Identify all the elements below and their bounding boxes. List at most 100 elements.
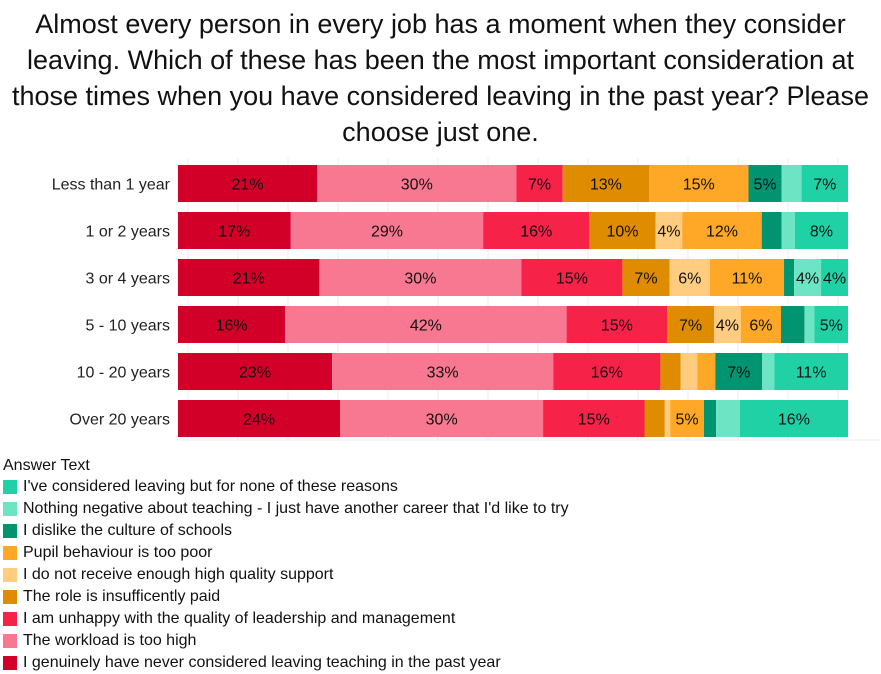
data-label: 24% [243, 412, 275, 429]
legend-swatch [3, 590, 17, 604]
category-label: 3 or 4 years [86, 271, 170, 288]
data-label: 11% [796, 365, 827, 382]
bar-segment [774, 353, 848, 390]
legend-swatch [3, 502, 17, 516]
bar-segment [521, 259, 623, 296]
bar-segment [589, 212, 656, 249]
category-label: Over 20 years [70, 412, 170, 429]
legend-label: Nothing negative about teaching - I just… [23, 500, 569, 517]
bar-segment [516, 165, 563, 202]
data-label: 12% [706, 224, 738, 241]
bar-segment [644, 400, 665, 437]
bar-segment [703, 400, 717, 437]
bar-segment [178, 400, 341, 437]
bar-segment [682, 212, 762, 249]
bar-segment [709, 259, 785, 296]
bar-segment [290, 212, 484, 249]
category-label: 5 - 10 years [86, 318, 170, 335]
bar-segment [804, 306, 815, 343]
legend-item: The workload is too high [3, 630, 569, 652]
legend-label: The workload is too high [23, 632, 197, 649]
data-label: 5% [820, 318, 843, 335]
data-label: 30% [426, 412, 458, 429]
legend-label: Pupil behaviour is too poor [23, 544, 213, 561]
data-label: 16% [591, 365, 623, 382]
bar-segment [655, 212, 683, 249]
legend-swatch [3, 634, 17, 648]
bar-segment [714, 306, 741, 343]
legend-swatch [3, 568, 17, 582]
data-label: 4% [657, 224, 680, 241]
bar-segment [794, 259, 822, 296]
legend-item: I genuinely have never considered leavin… [3, 652, 569, 674]
data-label: 30% [404, 271, 436, 288]
data-label: 4% [716, 318, 739, 335]
bar-segment [761, 212, 782, 249]
legend-swatch [3, 656, 17, 670]
data-label: 4% [796, 271, 819, 288]
legend-label: I genuinely have never considered leavin… [23, 654, 501, 671]
category-label: 1 or 2 years [86, 224, 170, 241]
data-label: 15% [556, 271, 588, 288]
legend-swatch [3, 524, 17, 538]
data-label: 5% [676, 412, 699, 429]
bar-segment [814, 306, 848, 343]
data-label: 6% [749, 318, 772, 335]
bar-segment [178, 259, 320, 296]
bar-segment [748, 165, 782, 202]
bar-segment [332, 353, 554, 390]
data-label: 6% [678, 271, 701, 288]
legend: Answer Text I've considered leaving but … [3, 455, 569, 674]
legend-item: Pupil behaviour is too poor [3, 542, 569, 564]
chart-title: Almost every person in every job has a m… [11, 9, 870, 147]
data-label: 7% [528, 177, 551, 194]
bar-segment [739, 400, 848, 437]
bar-segment [801, 165, 848, 202]
data-label: 15% [578, 412, 610, 429]
legend-item: I am unhappy with the quality of leaders… [3, 608, 569, 630]
bar-segment [178, 306, 286, 343]
legend-label: I am unhappy with the quality of leaders… [23, 610, 456, 627]
bar-segment [781, 165, 802, 202]
bar-segment [340, 400, 544, 437]
data-label: 16% [520, 224, 552, 241]
bar-segment [317, 165, 517, 202]
bar-segment [178, 212, 291, 249]
bar-segment [648, 165, 749, 202]
bar-segment [740, 306, 781, 343]
bar-segment [716, 400, 740, 437]
bar-segment [319, 259, 522, 296]
data-label: 30% [401, 177, 433, 194]
bar-segment [821, 259, 848, 296]
legend-swatch [3, 480, 17, 494]
data-label: 4% [823, 271, 846, 288]
data-label: 7% [634, 271, 657, 288]
category-label: 10 - 20 years [77, 365, 170, 382]
data-label: 16% [216, 318, 248, 335]
data-label: 10% [606, 224, 638, 241]
bar-segment [715, 353, 763, 390]
bar-segment [178, 353, 333, 390]
bar-segment [553, 353, 661, 390]
bar-segment [669, 259, 710, 296]
legend-swatch [3, 546, 17, 560]
data-label: 21% [232, 177, 264, 194]
bar-segment [781, 306, 805, 343]
data-label: 16% [778, 412, 810, 429]
bar-segment [670, 400, 704, 437]
bar-segment [660, 353, 681, 390]
data-label: 11% [732, 271, 763, 288]
bar-segment [794, 212, 848, 249]
bar-segment [697, 353, 716, 390]
bar-segment [562, 165, 649, 202]
legend-swatch [3, 612, 17, 626]
legend-label: I dislike the culture of schools [23, 522, 232, 539]
legend-label: I do not receive enough high quality sup… [23, 566, 334, 583]
legend-label: The role is insufficently paid [23, 588, 221, 605]
data-label: 7% [679, 318, 702, 335]
bar-segment [762, 353, 775, 390]
legend-item: Nothing negative about teaching - I just… [3, 498, 569, 520]
bar-segment [680, 353, 698, 390]
data-label: 15% [601, 318, 633, 335]
data-label: 23% [239, 365, 271, 382]
